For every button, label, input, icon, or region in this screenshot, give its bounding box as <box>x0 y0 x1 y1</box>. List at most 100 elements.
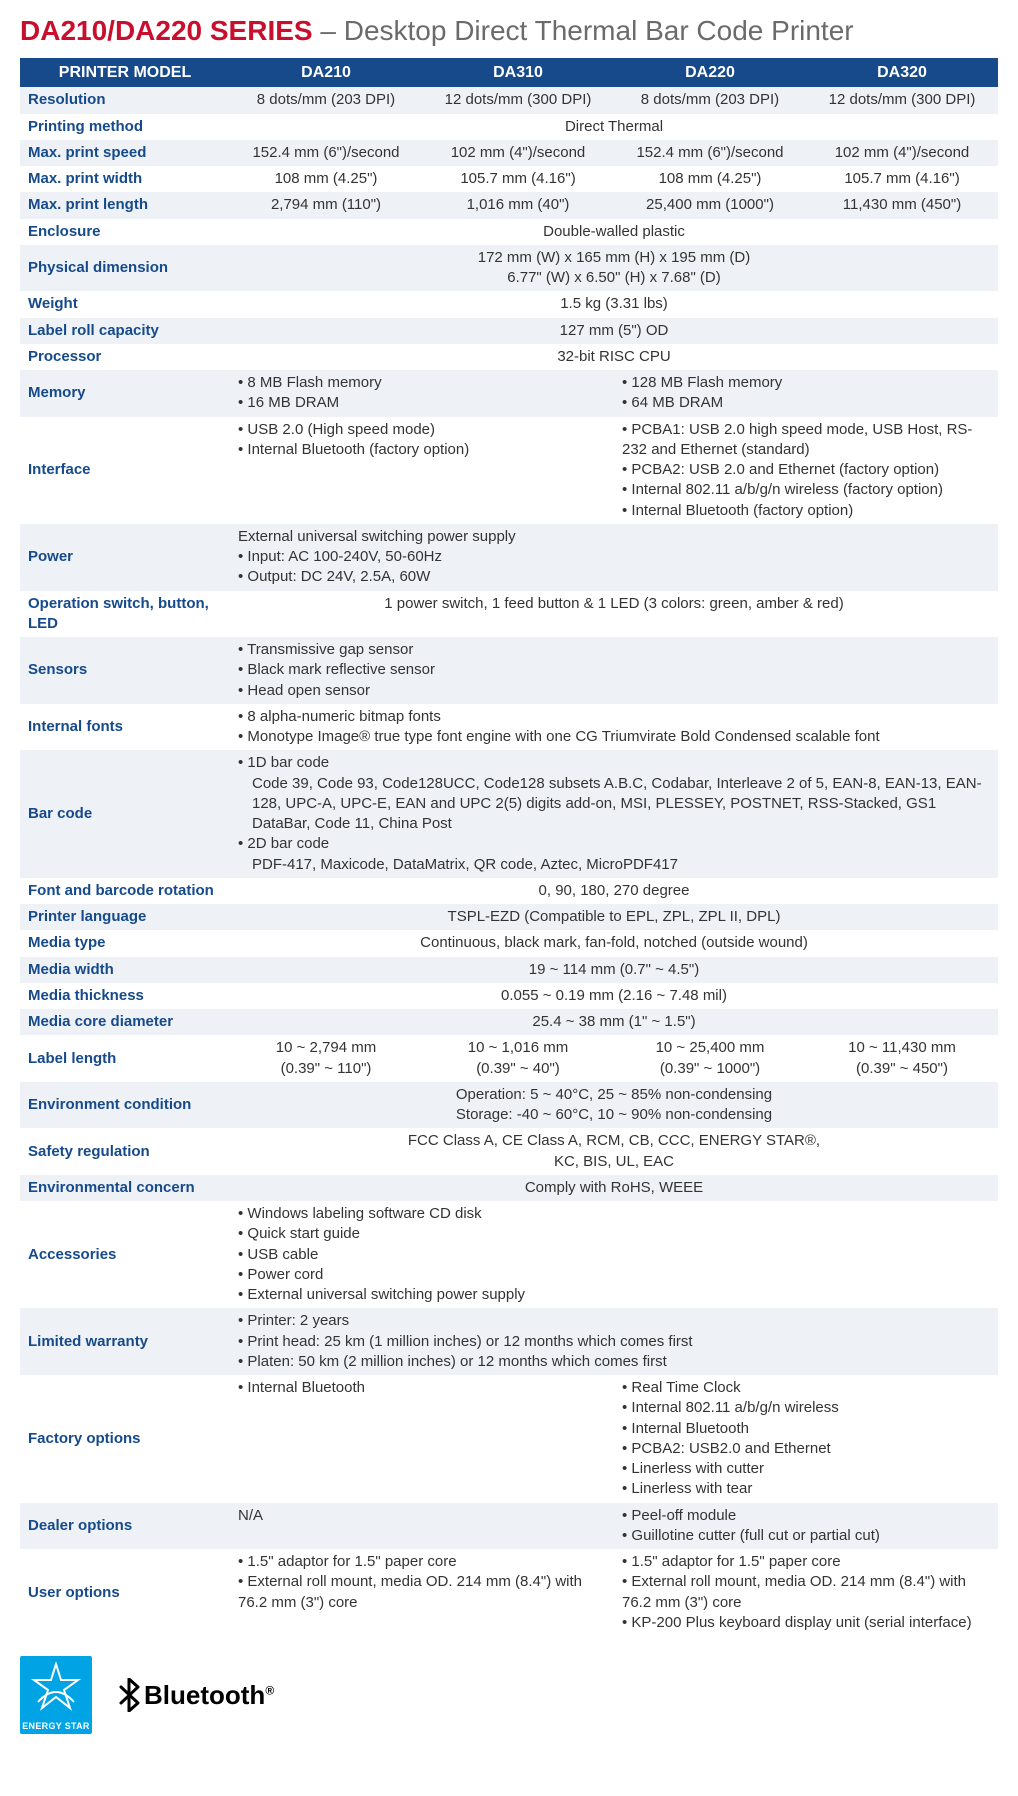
row-label: Dealer options <box>20 1503 230 1550</box>
row-label: Environment condition <box>20 1082 230 1129</box>
cell: 10 ~ 25,400 mm(0.39" ~ 1000") <box>614 1035 806 1082</box>
list-item: Internal Bluetooth (factory option) <box>238 440 606 460</box>
cell: 12 dots/mm (300 DPI) <box>806 87 998 113</box>
list-item: 8 MB Flash memory <box>238 373 606 393</box>
table-row: Label length 10 ~ 2,794 mm(0.39" ~ 110")… <box>20 1035 998 1082</box>
table-row: Resolution 8 dots/mm (203 DPI) 12 dots/m… <box>20 87 998 113</box>
row-label: Physical dimension <box>20 245 230 292</box>
cell: 11,430 mm (450") <box>806 192 998 218</box>
table-row: Media width 19 ~ 114 mm (0.7" ~ 4.5") <box>20 957 998 983</box>
row-label: Printing method <box>20 114 230 140</box>
subtitle: Desktop Direct Thermal Bar Code Printer <box>344 15 854 46</box>
table-row: Factory options Internal Bluetooth Real … <box>20 1375 998 1503</box>
row-label: Max. print width <box>20 166 230 192</box>
row-label: Limited warranty <box>20 1308 230 1375</box>
cell: External universal switching power suppl… <box>230 524 998 591</box>
cell: 152.4 mm (6")/second <box>230 140 422 166</box>
col-header: PRINTER MODEL <box>20 58 230 88</box>
table-row: Max. print speed 152.4 mm (6")/second 10… <box>20 140 998 166</box>
list-item: Internal Bluetooth (factory option) <box>622 501 990 521</box>
row-label: Label length <box>20 1035 230 1082</box>
list-item: Print head: 25 km (1 million inches) or … <box>238 1332 990 1352</box>
col-header: DA310 <box>422 58 614 88</box>
list-item: Transmissive gap sensor <box>238 640 990 660</box>
cell: Printer: 2 yearsPrint head: 25 km (1 mil… <box>230 1308 998 1375</box>
list-item: Guillotine cutter (full cut or partial c… <box>622 1526 990 1546</box>
list-item: Internal Bluetooth <box>622 1419 990 1439</box>
list-item: 16 MB DRAM <box>238 393 606 413</box>
table-row: Safety regulation FCC Class A, CE Class … <box>20 1128 998 1175</box>
list-item: 1D bar codeCode 39, Code 93, Code128UCC,… <box>238 753 990 834</box>
table-row: Font and barcode rotation 0, 90, 180, 27… <box>20 878 998 904</box>
cell: 8 alpha-numeric bitmap fontsMonotype Ima… <box>230 704 998 751</box>
table-row: Accessories Windows labeling software CD… <box>20 1201 998 1308</box>
bluetooth-logo: Bluetooth® <box>118 1678 274 1713</box>
table-row: Weight 1.5 kg (3.31 lbs) <box>20 291 998 317</box>
table-row: Media core diameter 25.4 ~ 38 mm (1" ~ 1… <box>20 1009 998 1035</box>
col-header: DA320 <box>806 58 998 88</box>
title-dash: – <box>313 15 344 46</box>
cell: FCC Class A, CE Class A, RCM, CB, CCC, E… <box>230 1128 998 1175</box>
list-item: 1.5" adaptor for 1.5" paper core <box>238 1552 606 1572</box>
row-label: Font and barcode rotation <box>20 878 230 904</box>
cell: 108 mm (4.25") <box>230 166 422 192</box>
row-label: Enclosure <box>20 219 230 245</box>
cell: Direct Thermal <box>230 114 998 140</box>
cell: 25,400 mm (1000") <box>614 192 806 218</box>
cell: USB 2.0 (High speed mode)Internal Blueto… <box>230 417 614 524</box>
page-title: DA210/DA220 SERIES – Desktop Direct Ther… <box>0 0 1018 58</box>
row-label: Max. print length <box>20 192 230 218</box>
table-row: Sensors Transmissive gap sensorBlack mar… <box>20 637 998 704</box>
row-label: Printer language <box>20 904 230 930</box>
table-row: Internal fonts 8 alpha-numeric bitmap fo… <box>20 704 998 751</box>
spec-table: PRINTER MODEL DA210 DA310 DA220 DA320 Re… <box>20 58 998 1636</box>
row-label: Processor <box>20 344 230 370</box>
table-row: Dealer options N/A Peel-off moduleGuillo… <box>20 1503 998 1550</box>
cell: 1D bar codeCode 39, Code 93, Code128UCC,… <box>230 750 998 878</box>
cell: Transmissive gap sensorBlack mark reflec… <box>230 637 998 704</box>
table-header-row: PRINTER MODEL DA210 DA310 DA220 DA320 <box>20 58 998 88</box>
cell: Comply with RoHS, WEEE <box>230 1175 998 1201</box>
cell: 0, 90, 180, 270 degree <box>230 878 998 904</box>
list-item: Linerless with cutter <box>622 1459 990 1479</box>
table-row: Environment condition Operation: 5 ~ 40°… <box>20 1082 998 1129</box>
cell: 152.4 mm (6")/second <box>614 140 806 166</box>
cell: 1,016 mm (40") <box>422 192 614 218</box>
cell: 12 dots/mm (300 DPI) <box>422 87 614 113</box>
table-row: Environmental concern Comply with RoHS, … <box>20 1175 998 1201</box>
row-label: Label roll capacity <box>20 318 230 344</box>
row-label: Power <box>20 524 230 591</box>
cell: Double-walled plastic <box>230 219 998 245</box>
list-item: External universal switching power suppl… <box>238 1285 990 1305</box>
table-row: Media type Continuous, black mark, fan-f… <box>20 930 998 956</box>
cell: 8 dots/mm (203 DPI) <box>230 87 422 113</box>
bluetooth-label: Bluetooth® <box>144 1678 274 1713</box>
cell: 0.055 ~ 0.19 mm (2.16 ~ 7.48 mil) <box>230 983 998 1009</box>
row-label: Sensors <box>20 637 230 704</box>
list-item: Linerless with tear <box>622 1479 990 1499</box>
list-item: External roll mount, media OD. 214 mm (8… <box>622 1572 990 1613</box>
cell: 128 MB Flash memory64 MB DRAM <box>614 370 998 417</box>
series-name: DA210/DA220 SERIES <box>20 15 313 46</box>
list-item: Output: DC 24V, 2.5A, 60W <box>238 567 990 587</box>
table-row: Operation switch, button, LED 1 power sw… <box>20 591 998 638</box>
list-item: External roll mount, media OD. 214 mm (8… <box>238 1572 606 1613</box>
row-label: Internal fonts <box>20 704 230 751</box>
cell: Windows labeling software CD diskQuick s… <box>230 1201 998 1308</box>
cell: 1 power switch, 1 feed button & 1 LED (3… <box>230 591 998 638</box>
cell: 32-bit RISC CPU <box>230 344 998 370</box>
table-row: Physical dimension 172 mm (W) x 165 mm (… <box>20 245 998 292</box>
footer: ENERGY STAR Bluetooth® <box>0 1636 1018 1774</box>
cell: 19 ~ 114 mm (0.7" ~ 4.5") <box>230 957 998 983</box>
table-row: Label roll capacity 127 mm (5") OD <box>20 318 998 344</box>
col-header: DA210 <box>230 58 422 88</box>
cell: 2,794 mm (110") <box>230 192 422 218</box>
table-row: Enclosure Double-walled plastic <box>20 219 998 245</box>
cell-intro: External universal switching power suppl… <box>238 528 516 545</box>
table-row: Limited warranty Printer: 2 yearsPrint h… <box>20 1308 998 1375</box>
table-row: Memory 8 MB Flash memory16 MB DRAM 128 M… <box>20 370 998 417</box>
cell: 8 dots/mm (203 DPI) <box>614 87 806 113</box>
list-item: Power cord <box>238 1265 990 1285</box>
list-item: Input: AC 100-240V, 50-60Hz <box>238 547 990 567</box>
cell: Internal Bluetooth <box>230 1375 614 1503</box>
